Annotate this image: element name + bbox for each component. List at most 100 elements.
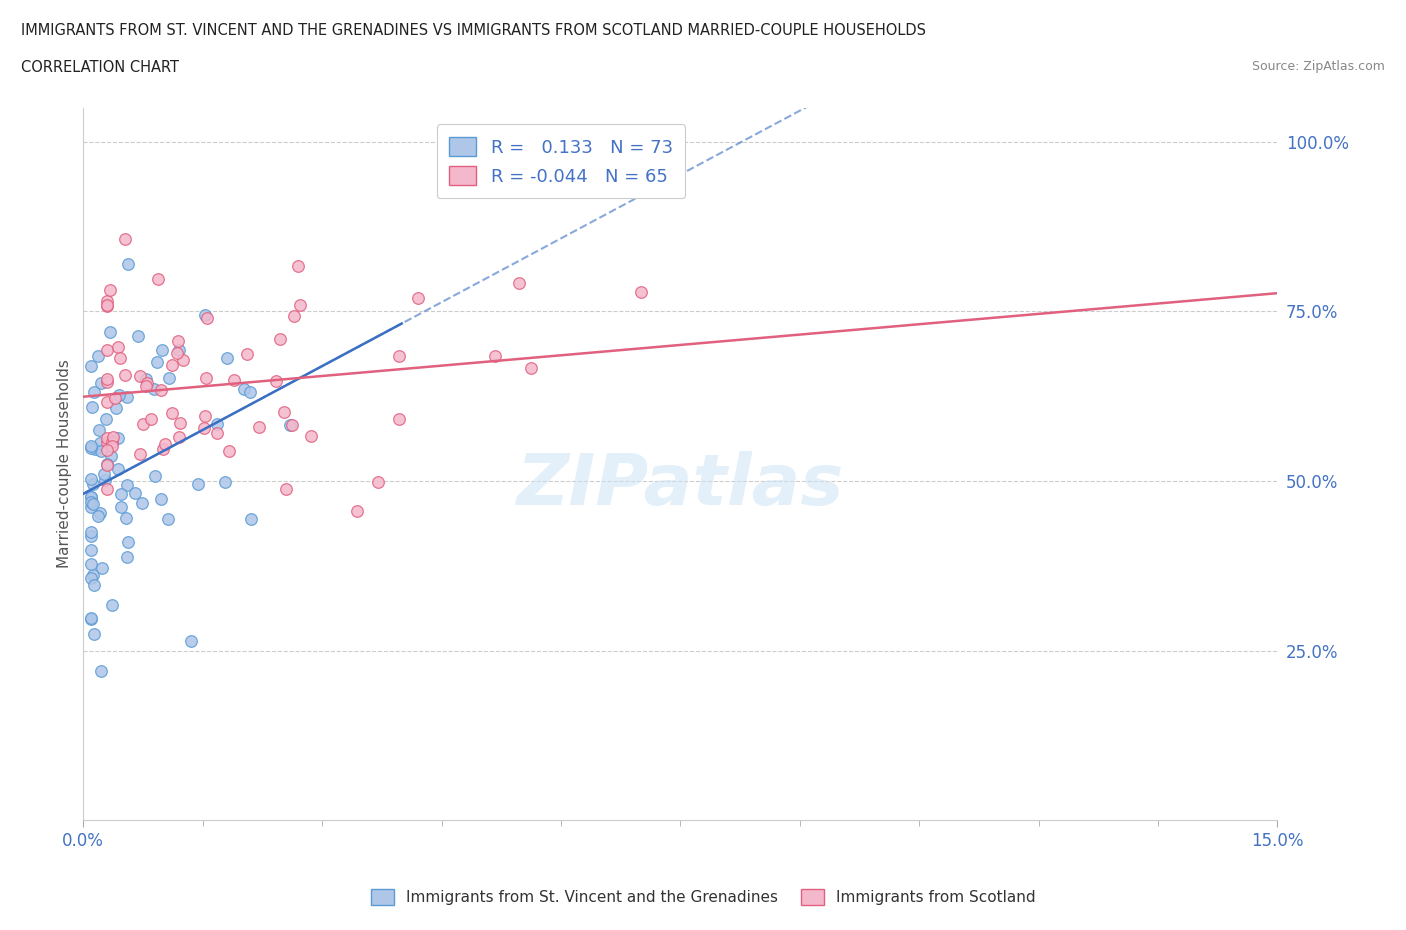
Point: [143, 469, 166, 484]
Point: [166, 346, 188, 361]
Point: [98, 325, 121, 339]
Point: [135, 379, 157, 393]
Text: Source: ZipAtlas.com: Source: ZipAtlas.com: [1251, 60, 1385, 73]
Point: [388, 412, 411, 427]
Point: [194, 408, 217, 423]
Point: [80, 359, 103, 374]
Point: [172, 352, 194, 367]
Point: [124, 485, 146, 500]
Point: [103, 430, 125, 445]
Point: [187, 476, 209, 491]
Point: [80, 489, 103, 504]
Point: [104, 400, 127, 415]
Point: [96, 298, 118, 312]
Point: [80, 525, 103, 539]
Point: [167, 430, 190, 445]
Point: [274, 481, 297, 496]
Point: [115, 550, 138, 565]
Point: [80, 499, 103, 514]
Point: [169, 416, 191, 431]
Point: [264, 374, 287, 389]
Point: [117, 257, 139, 272]
Point: [94, 472, 117, 487]
Point: [194, 370, 217, 385]
Point: [281, 418, 304, 432]
Point: [148, 272, 170, 286]
Legend: Immigrants from St. Vincent and the Grenadines, Immigrants from Scotland: Immigrants from St. Vincent and the Gren…: [363, 881, 1043, 913]
Point: [283, 309, 305, 324]
Point: [94, 411, 117, 426]
Point: [236, 346, 259, 361]
Point: [96, 458, 118, 472]
Text: ZIPatlas: ZIPatlas: [516, 451, 844, 520]
Point: [273, 405, 295, 419]
Point: [96, 482, 118, 497]
Point: [135, 376, 157, 391]
Point: [96, 395, 118, 410]
Point: [157, 371, 180, 386]
Point: [388, 348, 411, 363]
Point: [107, 431, 129, 445]
Point: [239, 385, 262, 400]
Point: [104, 391, 127, 405]
Point: [520, 360, 543, 375]
Point: [82, 477, 104, 492]
Point: [290, 298, 312, 312]
Point: [233, 382, 256, 397]
Point: [114, 367, 136, 382]
Point: [207, 416, 229, 431]
Point: [193, 420, 215, 435]
Point: [239, 512, 262, 527]
Point: [83, 578, 105, 592]
Point: [367, 474, 389, 489]
Point: [150, 342, 173, 357]
Point: [115, 511, 138, 525]
Point: [90, 376, 112, 391]
Point: [115, 477, 138, 492]
Point: [87, 423, 110, 438]
Point: [108, 351, 131, 365]
Point: [80, 543, 103, 558]
Point: [299, 429, 322, 444]
Point: [128, 446, 150, 461]
Point: [114, 232, 136, 246]
Point: [195, 311, 218, 325]
Point: [83, 627, 105, 642]
Point: [132, 417, 155, 432]
Point: [86, 349, 108, 364]
Point: [80, 490, 103, 505]
Point: [135, 371, 157, 386]
Point: [110, 499, 132, 514]
Point: [145, 354, 167, 369]
Point: [149, 383, 172, 398]
Point: [167, 334, 190, 349]
Point: [80, 557, 103, 572]
Point: [160, 405, 183, 420]
Point: [82, 400, 104, 415]
Point: [107, 461, 129, 476]
Point: [80, 494, 103, 509]
Point: [80, 438, 103, 453]
Point: [90, 444, 112, 458]
Point: [149, 491, 172, 506]
Point: [180, 633, 202, 648]
Point: [100, 439, 122, 454]
Point: [83, 441, 105, 456]
Point: [82, 567, 104, 582]
Point: [143, 381, 166, 396]
Point: [115, 390, 138, 405]
Point: [100, 434, 122, 449]
Point: [108, 388, 131, 403]
Point: [96, 342, 118, 357]
Point: [100, 283, 122, 298]
Point: [100, 448, 122, 463]
Legend: R =   0.133   N = 73, R = -0.044   N = 65: R = 0.133 N = 73, R = -0.044 N = 65: [436, 124, 686, 198]
Point: [83, 384, 105, 399]
Point: [110, 486, 132, 501]
Point: [80, 472, 103, 486]
Point: [96, 443, 118, 458]
Point: [80, 441, 103, 456]
Point: [128, 369, 150, 384]
Point: [96, 435, 118, 450]
Point: [82, 497, 104, 512]
